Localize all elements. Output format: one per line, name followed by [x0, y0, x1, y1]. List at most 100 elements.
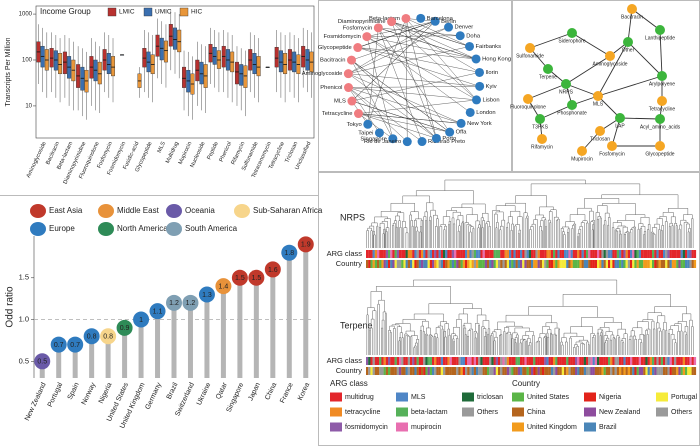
box-body	[243, 65, 248, 88]
annotation-cell	[489, 367, 492, 375]
annotation-cell	[454, 357, 457, 365]
annotation-cell	[645, 260, 648, 268]
annotation-cell	[671, 367, 675, 375]
annotation-cell	[522, 260, 525, 268]
annotation-cell	[484, 357, 488, 365]
annotation-cell	[601, 260, 604, 268]
annotation-cell	[504, 260, 507, 268]
annotation-cell	[682, 367, 686, 375]
annotation-cell	[443, 260, 446, 268]
network-node	[567, 28, 577, 38]
node-label: Porto	[442, 136, 456, 142]
annotation-cell	[407, 367, 411, 375]
lollipop-head	[50, 336, 67, 353]
annotation-cell	[632, 250, 635, 258]
annotation-cell	[392, 357, 395, 365]
network-edge	[391, 21, 470, 47]
annotation-cell	[610, 250, 613, 258]
annotation-cell	[436, 367, 439, 375]
legend-label: South America	[185, 224, 238, 233]
annotation-cell	[599, 357, 602, 365]
annotation-cell	[469, 250, 472, 258]
annotation-cell	[509, 260, 512, 268]
annotation-cell	[396, 260, 400, 268]
annotation-cell	[553, 367, 556, 375]
annotation-cell	[513, 260, 516, 268]
annotation-cell	[522, 250, 525, 258]
annotation-cell	[493, 357, 496, 365]
annotation-cell	[401, 367, 404, 375]
annotation-cell	[577, 260, 580, 268]
annotation-cell	[623, 260, 626, 268]
value-label: 1.5	[251, 275, 261, 282]
annotation-cell	[480, 250, 483, 258]
annotation-cell	[647, 260, 650, 268]
annotation-cell	[524, 260, 527, 268]
annotation-cell	[627, 260, 631, 268]
network-edge	[631, 8, 661, 31]
annotation-cell	[561, 250, 565, 258]
annotation-cell	[506, 260, 510, 268]
legend-swatch	[98, 204, 114, 218]
box-body	[163, 40, 168, 63]
network-node	[465, 41, 475, 51]
network-node	[417, 137, 427, 147]
network-node	[387, 17, 397, 27]
legend-label: Oceania	[185, 206, 215, 215]
annotation-cell	[372, 357, 375, 365]
annotation-cell	[608, 250, 611, 258]
annotation-cell	[671, 260, 675, 268]
annotation-cell	[434, 250, 437, 258]
annotation-cell	[447, 357, 450, 365]
network-node	[430, 16, 440, 26]
annotation-cell	[559, 367, 562, 375]
network-edge	[391, 21, 477, 101]
network-node	[475, 81, 485, 91]
tree-label: Terpene	[340, 320, 373, 330]
network-edge	[378, 27, 477, 60]
annotation-cell	[412, 260, 415, 268]
annotation-cell	[531, 357, 534, 365]
annotation-cell	[377, 260, 380, 268]
network-node	[374, 128, 384, 138]
annotation-cell	[693, 357, 697, 365]
annotation-cell	[654, 250, 657, 258]
annotation-cell	[550, 367, 554, 375]
annotation-cell	[520, 367, 523, 375]
annotation-cell	[412, 367, 415, 375]
annotation-cell	[427, 367, 430, 375]
annotation-cell	[504, 250, 507, 258]
annotation-cell	[539, 260, 543, 268]
annotation-cell	[517, 357, 521, 365]
annotation-cell	[487, 367, 490, 375]
annotation-cell	[568, 367, 571, 375]
annotation-cell	[674, 250, 677, 258]
box-body	[256, 56, 261, 77]
annotation-cell	[654, 367, 657, 375]
annotation-cell	[396, 357, 400, 365]
network-node	[444, 22, 454, 32]
annotation-cell	[685, 367, 688, 375]
annotation-cell	[658, 260, 661, 268]
value-label: 1.2	[186, 300, 196, 307]
annotation-cell	[388, 357, 391, 365]
network-edge	[366, 36, 477, 60]
box-body	[155, 34, 160, 57]
annotation-cell	[476, 357, 479, 365]
annotation-cell	[619, 367, 622, 375]
annotation-cell	[647, 357, 650, 365]
x-tick-label: Phenicol	[219, 141, 234, 163]
annotation-cell	[429, 260, 433, 268]
annotation-cell	[524, 357, 527, 365]
annotation-cell	[544, 367, 547, 375]
annotation-cell	[548, 250, 551, 258]
annotation-cell	[678, 250, 681, 258]
annotation-cell	[438, 367, 441, 375]
annotation-cell	[515, 250, 518, 258]
annotation-cell	[566, 250, 569, 258]
annotation-cell	[515, 260, 518, 268]
annotation-cell	[500, 357, 503, 365]
annotation-cell	[405, 260, 408, 268]
network-edge	[348, 73, 462, 124]
annotation-cell	[616, 357, 620, 365]
